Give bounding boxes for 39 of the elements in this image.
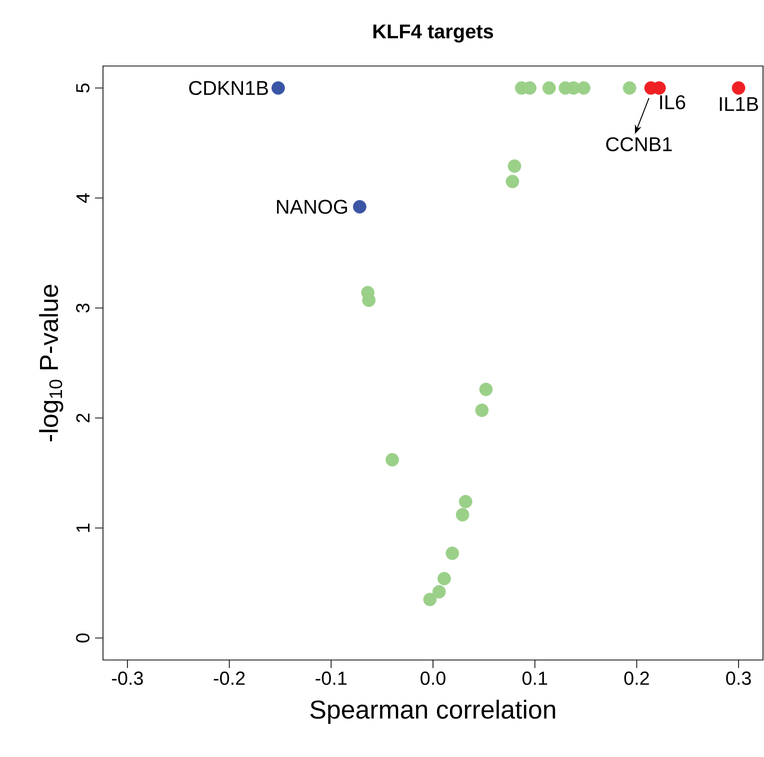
annotation: IL6 [660, 95, 686, 110]
x-tick-label: -0.3 [112, 672, 143, 685]
point [456, 508, 470, 522]
point [479, 382, 493, 396]
x-tick-label: -0.1 [316, 672, 347, 685]
point [732, 81, 746, 95]
annotation: CDKN1B [189, 80, 268, 96]
y-tick-label: 0 [76, 633, 90, 643]
x-tick-label: 0.3 [726, 672, 751, 685]
point [542, 81, 556, 95]
x-tick-label: 0.1 [522, 672, 548, 685]
y-tick-label: 3 [76, 304, 90, 313]
y-tick-label: 5 [76, 84, 90, 93]
y-tick-label: 4 [76, 193, 90, 203]
point [577, 81, 590, 95]
point [458, 494, 472, 508]
point [423, 592, 437, 606]
point [508, 159, 522, 173]
point [352, 200, 366, 214]
y-axis-title: -log$_{10}$ P-value [39, 284, 64, 442]
point [506, 174, 520, 188]
x-axis-title: Spearman correlation [310, 700, 556, 724]
point [386, 453, 399, 466]
chart-title: KLF4 targets [373, 24, 494, 42]
point [362, 294, 376, 307]
annotation: IL1B [720, 97, 758, 111]
point [475, 404, 489, 417]
point [271, 81, 285, 95]
x-tick-label: 0.0 [420, 672, 446, 685]
x-tick-label: 0.2 [624, 672, 649, 685]
point [446, 546, 460, 560]
point [432, 585, 446, 598]
x-tick-label: -0.2 [214, 672, 245, 685]
y-tick-label: 1 [76, 524, 90, 532]
annotation: CCNB1 [606, 137, 672, 152]
y-tick-label: 2 [76, 414, 90, 422]
point [622, 81, 636, 95]
point [438, 572, 451, 586]
annotation: NANOG [277, 200, 347, 214]
